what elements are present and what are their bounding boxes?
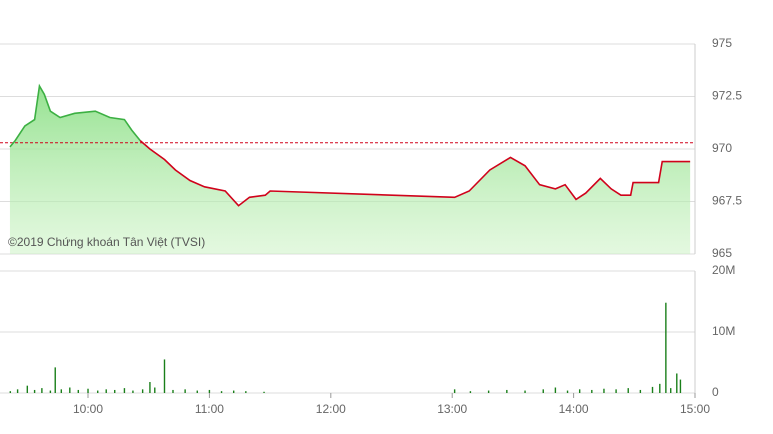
volume-bar (524, 390, 526, 393)
area-fill (9, 86, 691, 254)
volume-bar (105, 389, 107, 393)
volume-bar (506, 389, 508, 393)
volume-bar (196, 390, 198, 393)
volume-bar (263, 391, 265, 393)
volume-bar (469, 391, 472, 393)
volume-bar (566, 390, 569, 393)
volume-bar (208, 389, 211, 393)
x-tick-label: 10:00 (73, 402, 103, 416)
volume-bar (163, 359, 166, 393)
y-tick-label: 965 (712, 246, 732, 260)
watermark: ©2019 Chứng khoán Tân Việt (TVSI) (8, 235, 205, 249)
volume-bar (49, 390, 52, 393)
volume-bar (16, 389, 19, 393)
volume-bar (639, 389, 642, 393)
price-line (139, 139, 691, 207)
volume-bar (172, 389, 174, 393)
volume-bar (542, 389, 544, 393)
x-tick-label: 15:00 (680, 402, 710, 416)
volume-bar (220, 391, 223, 393)
y-tick-label: 0 (712, 385, 719, 399)
y-tick-label: 970 (712, 141, 732, 155)
volume-bar (487, 390, 490, 393)
volume-bar (87, 388, 89, 393)
volume-bar (54, 367, 56, 393)
volume-bar (554, 387, 557, 393)
volume-bar (149, 382, 151, 393)
volume-bar (453, 389, 456, 393)
volume-bar (41, 388, 43, 393)
volume-bar (676, 373, 678, 393)
volume-bar (659, 383, 661, 393)
x-tick-label: 13:00 (437, 402, 467, 416)
volume-bar (123, 388, 126, 393)
volume-bar (141, 389, 144, 393)
volume-bar (9, 391, 12, 393)
volume-bar (77, 389, 80, 393)
volume-bar (154, 387, 156, 393)
x-tick-label: 12:00 (316, 402, 346, 416)
volume-bar (33, 389, 36, 393)
volume-bar (651, 386, 654, 393)
y-tick-label: 10M (712, 324, 735, 338)
volume-bar (665, 302, 667, 393)
volume-bar (627, 388, 629, 393)
price-line (9, 83, 141, 148)
volume-bar (245, 391, 247, 393)
volume-bar (69, 387, 71, 393)
volume-bar (232, 390, 235, 393)
volume-bar (578, 389, 581, 393)
volume-bar (114, 389, 116, 393)
x-tick-label: 11:00 (195, 402, 224, 416)
volume-bar (679, 379, 682, 393)
volume-bar (26, 385, 29, 393)
y-tick-label: 975 (712, 36, 732, 50)
volume-bar (670, 388, 672, 393)
volume-bar (60, 389, 63, 393)
volume-bar (97, 390, 99, 393)
y-tick-label: 967.5 (712, 194, 742, 208)
volume-bar (591, 389, 593, 393)
volume-bar (132, 390, 134, 393)
volume-bar (603, 388, 605, 393)
volume-bar (615, 389, 617, 393)
y-tick-label: 20M (712, 263, 735, 277)
volume-bar (184, 389, 186, 393)
x-tick-label: 14:00 (559, 402, 589, 416)
y-tick-label: 972.5 (712, 89, 742, 103)
